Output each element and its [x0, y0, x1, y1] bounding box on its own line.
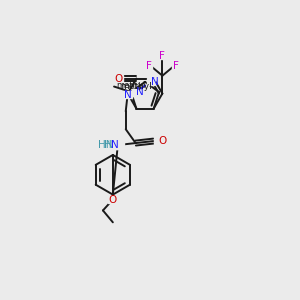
Text: O: O	[109, 194, 117, 205]
Text: methyl: methyl	[116, 81, 146, 90]
Text: O: O	[114, 74, 123, 83]
Bar	[172, 62, 180, 69]
Text: HN: HN	[98, 140, 114, 150]
Bar	[146, 78, 155, 85]
Bar	[114, 74, 123, 83]
Text: methyl: methyl	[120, 82, 152, 91]
Bar	[145, 62, 152, 69]
Bar	[113, 83, 127, 90]
Bar	[154, 138, 163, 145]
Text: F: F	[159, 51, 165, 61]
Text: F: F	[146, 61, 152, 71]
Bar	[104, 141, 124, 149]
Text: O: O	[158, 136, 167, 146]
Bar	[158, 52, 166, 59]
Bar	[109, 142, 123, 148]
Text: H: H	[104, 140, 112, 150]
Text: N: N	[111, 140, 119, 150]
Text: N: N	[151, 77, 159, 87]
Text: N: N	[124, 89, 132, 100]
Bar	[123, 91, 132, 98]
Bar	[131, 88, 140, 95]
Text: F: F	[173, 61, 179, 71]
Bar	[108, 196, 117, 203]
Text: N: N	[136, 87, 144, 97]
